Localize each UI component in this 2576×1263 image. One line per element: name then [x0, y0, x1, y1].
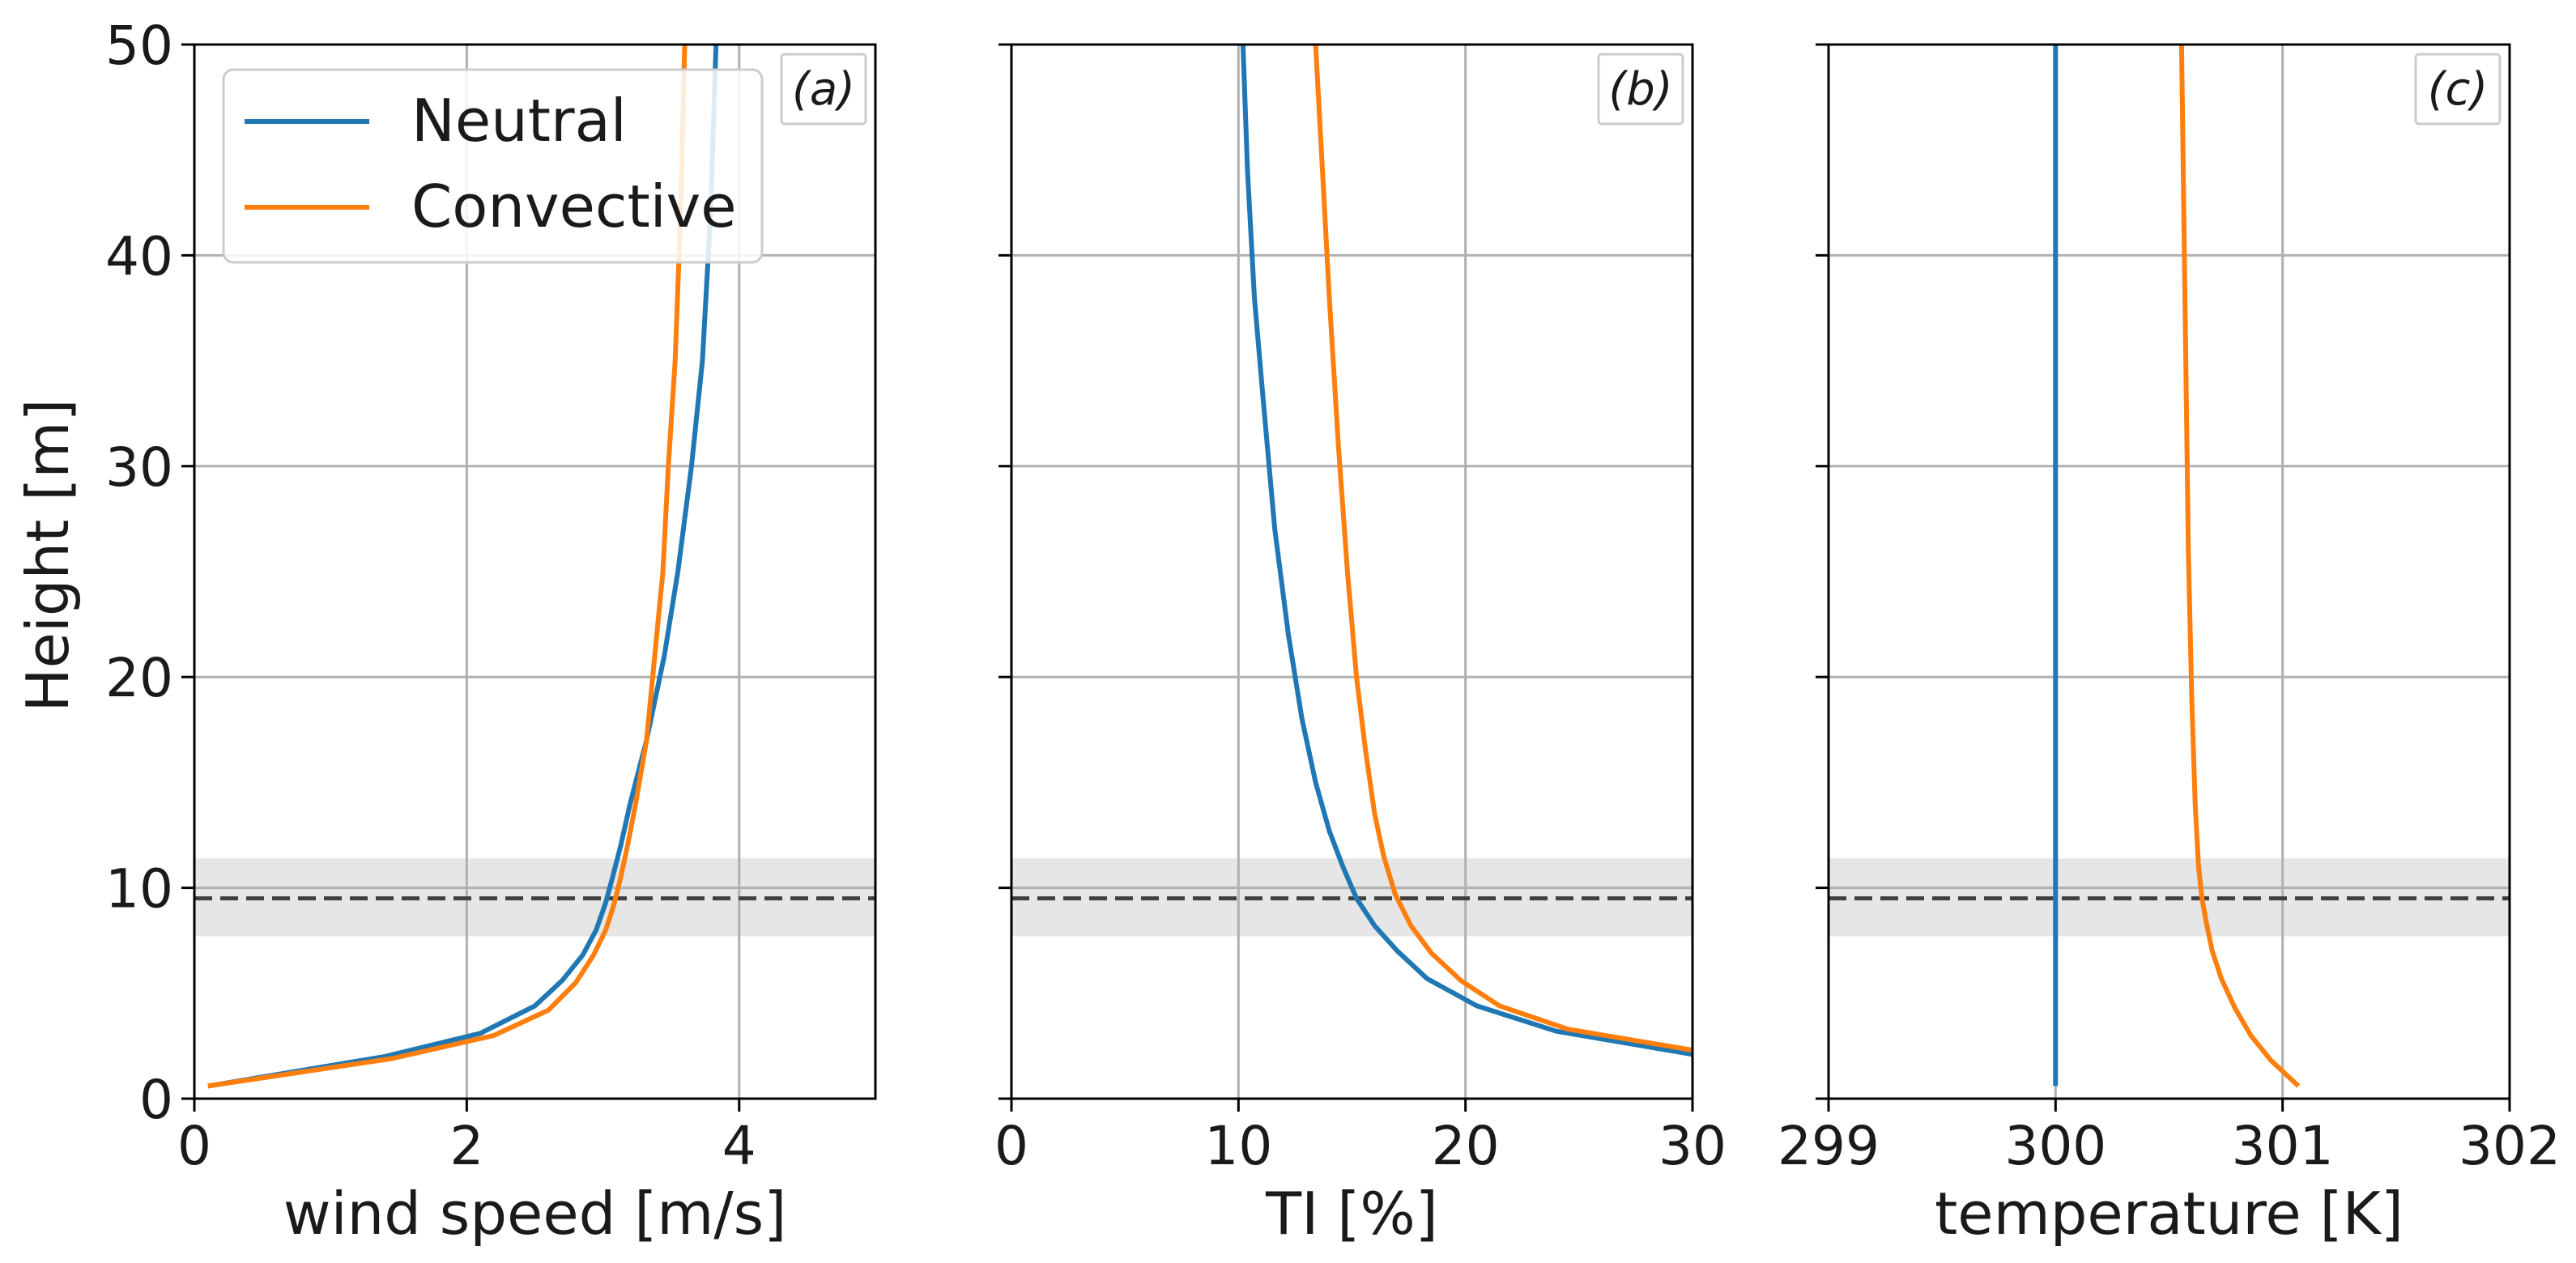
y-tick-label: 0 [139, 1069, 173, 1131]
x-tick-label: 301 [2232, 1115, 2334, 1177]
legend-label-convective: Convective [411, 172, 737, 240]
y-axis-label: Height [m] [14, 398, 82, 712]
x-tick-label: 30 [1658, 1115, 1727, 1177]
x-axis-label: TI [%] [1265, 1180, 1438, 1248]
panel-label-box [1597, 53, 1684, 125]
panel-label: (a) [792, 63, 855, 116]
panel-label-box [780, 53, 867, 125]
x-tick-label: 0 [177, 1115, 211, 1177]
panel-label: (b) [1608, 63, 1672, 116]
panel-3: 299 300 301 302 temperature [K] (c) [1778, 43, 2561, 1248]
x-tick-label: 10 [1204, 1115, 1272, 1177]
series-line-convective [1313, 45, 1692, 1053]
y-tick-label: 30 [105, 436, 173, 499]
axes-frame [1827, 43, 2511, 1100]
panel-label: (c) [2428, 63, 2488, 116]
x-tick-label: 20 [1432, 1115, 1500, 1177]
panel-label-box [2414, 53, 2501, 125]
axes-frame [1010, 43, 1694, 1100]
legend-label-neutral: Neutral [411, 87, 627, 155]
series-line-convective [207, 45, 688, 1089]
series-line-neutral [1240, 45, 1692, 1057]
y-tick-label: 10 [105, 858, 173, 921]
series-line-convective [2178, 45, 2301, 1088]
x-tick-label: 300 [2004, 1115, 2106, 1177]
axes-frame [193, 43, 877, 1100]
legend-box [222, 68, 764, 264]
x-tick-label: 302 [2459, 1115, 2561, 1177]
x-tick-label: 2 [449, 1115, 483, 1177]
x-axis-label: temperature [K] [1935, 1180, 2404, 1248]
legend: Neutral Convective [222, 68, 764, 264]
x-tick-label: 299 [1778, 1115, 1880, 1177]
panel-2: 0 10 20 30 TI [%] (b) [994, 43, 1727, 1248]
y-tick-label: 20 [105, 647, 173, 709]
x-tick-label: 4 [722, 1115, 756, 1177]
x-axis-label: wind speed [m/s] [283, 1180, 787, 1248]
y-tick-label: 50 [105, 15, 173, 77]
y-tick-label: 40 [105, 225, 173, 287]
x-tick-label: 0 [994, 1115, 1028, 1177]
series-line-neutral [207, 45, 719, 1089]
